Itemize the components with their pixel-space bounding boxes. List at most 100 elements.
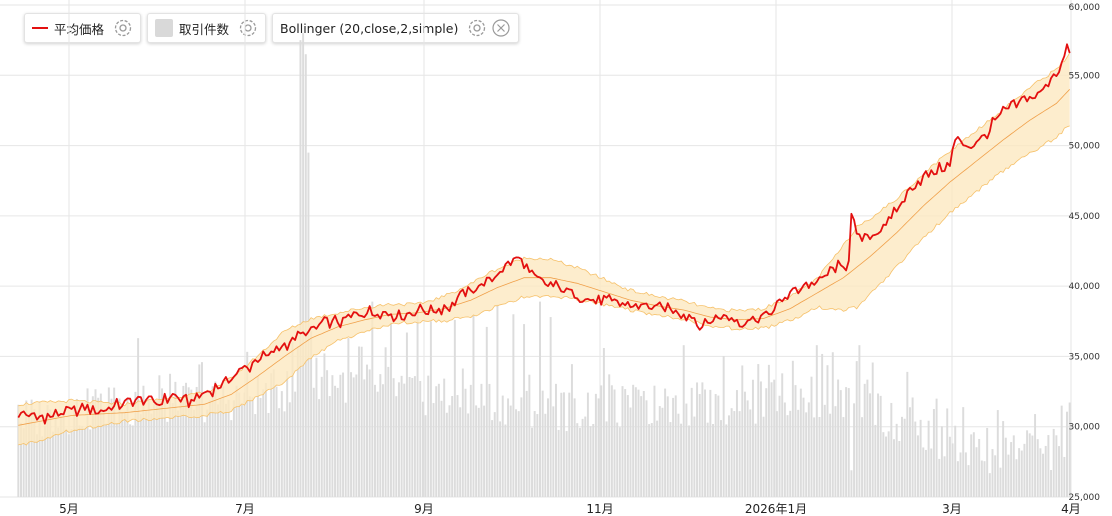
volume-bar — [581, 418, 584, 497]
volume-bar — [408, 377, 411, 497]
volume-bar — [43, 425, 46, 497]
volume-bar — [339, 374, 342, 497]
legend-item-average-price[interactable]: 平均価格 — [24, 13, 142, 43]
volume-bar — [342, 372, 345, 497]
volume-bar — [1058, 446, 1061, 497]
legend-item-bollinger[interactable]: Bollinger (20,close,2,simple) — [272, 13, 520, 43]
volume-bar — [1055, 435, 1058, 497]
volume-bar — [315, 357, 318, 497]
volume-bar — [480, 383, 483, 497]
volume-bar — [163, 394, 166, 497]
volume-bar — [1047, 435, 1050, 497]
volume-bar — [584, 416, 587, 497]
volume-bar — [451, 396, 454, 497]
volume-bar — [1026, 430, 1029, 497]
volume-bar — [174, 381, 177, 497]
legend-label-average-price: 平均価格 — [54, 21, 105, 37]
volume-bar — [733, 411, 736, 497]
volume-bar — [49, 409, 52, 497]
volume-bar — [999, 467, 1002, 497]
volume-bar — [898, 441, 901, 497]
volume-bar — [413, 376, 416, 497]
volume-bar — [272, 369, 275, 497]
volume-bar — [927, 420, 930, 497]
volume-bar — [906, 371, 909, 497]
volume-bar — [83, 429, 86, 497]
volume-bar — [1028, 433, 1031, 497]
volume-bar — [855, 361, 858, 497]
volume-bar — [698, 394, 701, 497]
volume-bar — [919, 419, 922, 497]
volume-bar — [877, 393, 880, 497]
volume-bar — [717, 395, 720, 497]
volume-bar — [874, 424, 877, 497]
volume-bar — [496, 304, 499, 497]
volume-bar — [389, 322, 392, 497]
volume-bar — [786, 415, 789, 497]
volume-bar — [674, 395, 677, 497]
volume-bar — [901, 416, 903, 497]
legend-label-transaction-count: 取引件数 — [179, 21, 230, 37]
volume-bar — [573, 398, 576, 497]
y-tick-label: 40,000 — [1069, 282, 1101, 292]
volume-bar — [331, 375, 334, 497]
volume-bar — [121, 412, 124, 497]
volume-bar — [169, 373, 172, 497]
x-tick-label: 5月 — [59, 502, 79, 516]
volume-bar — [153, 404, 156, 497]
legend-item-transaction-count[interactable]: 取引件数 — [147, 13, 267, 43]
volume-bar — [224, 403, 227, 497]
volume-bar — [206, 409, 209, 497]
volume-bar — [885, 436, 887, 497]
x-tick-label: 11月 — [586, 502, 613, 516]
volume-bar — [139, 414, 142, 497]
price-line-swatch — [32, 27, 48, 29]
volume-bar — [653, 385, 656, 497]
volume-bar — [416, 311, 419, 497]
volume-bar — [741, 365, 744, 497]
volume-bar — [672, 397, 675, 497]
volume-bar — [246, 351, 249, 497]
volume-bar — [208, 400, 211, 497]
volume-bar — [469, 384, 472, 497]
volume-bar — [107, 387, 110, 497]
volume-bar — [720, 420, 722, 497]
volume-bar — [861, 417, 864, 497]
gear-icon[interactable] — [466, 17, 488, 39]
volume-bar — [1020, 450, 1023, 497]
volume-bar — [421, 401, 424, 497]
volume-bar — [440, 400, 443, 497]
volume-bar — [895, 423, 898, 497]
volume-bar — [677, 413, 680, 497]
volume-bar — [216, 404, 219, 497]
volume-bar — [179, 398, 182, 497]
volume-bar — [267, 412, 270, 497]
volume-bar — [842, 417, 845, 497]
volume-bar — [821, 353, 824, 497]
volume-bar — [847, 388, 850, 497]
volume-bar — [799, 388, 802, 497]
volume-bar — [778, 395, 781, 497]
volume-bar — [714, 394, 717, 497]
volume-bar — [693, 416, 696, 497]
volume-bar — [696, 382, 699, 497]
volume-bar — [815, 345, 818, 497]
volume-bar — [347, 338, 350, 497]
volume-bar — [405, 332, 408, 497]
volume-bar — [996, 410, 999, 497]
volume-bar — [509, 405, 512, 497]
volume-bar — [930, 448, 933, 497]
volume-bar — [805, 412, 808, 497]
volume-bar — [243, 392, 246, 497]
volume-bar — [158, 375, 161, 497]
volume-bar — [656, 420, 659, 497]
volume-bar — [637, 389, 640, 497]
volume-bar — [501, 395, 504, 497]
close-icon[interactable] — [490, 17, 512, 39]
volume-bar — [384, 347, 387, 497]
volume-bar — [248, 396, 251, 497]
volume-bar — [515, 409, 518, 497]
volume-bar — [797, 409, 800, 497]
gear-icon[interactable] — [112, 17, 134, 39]
